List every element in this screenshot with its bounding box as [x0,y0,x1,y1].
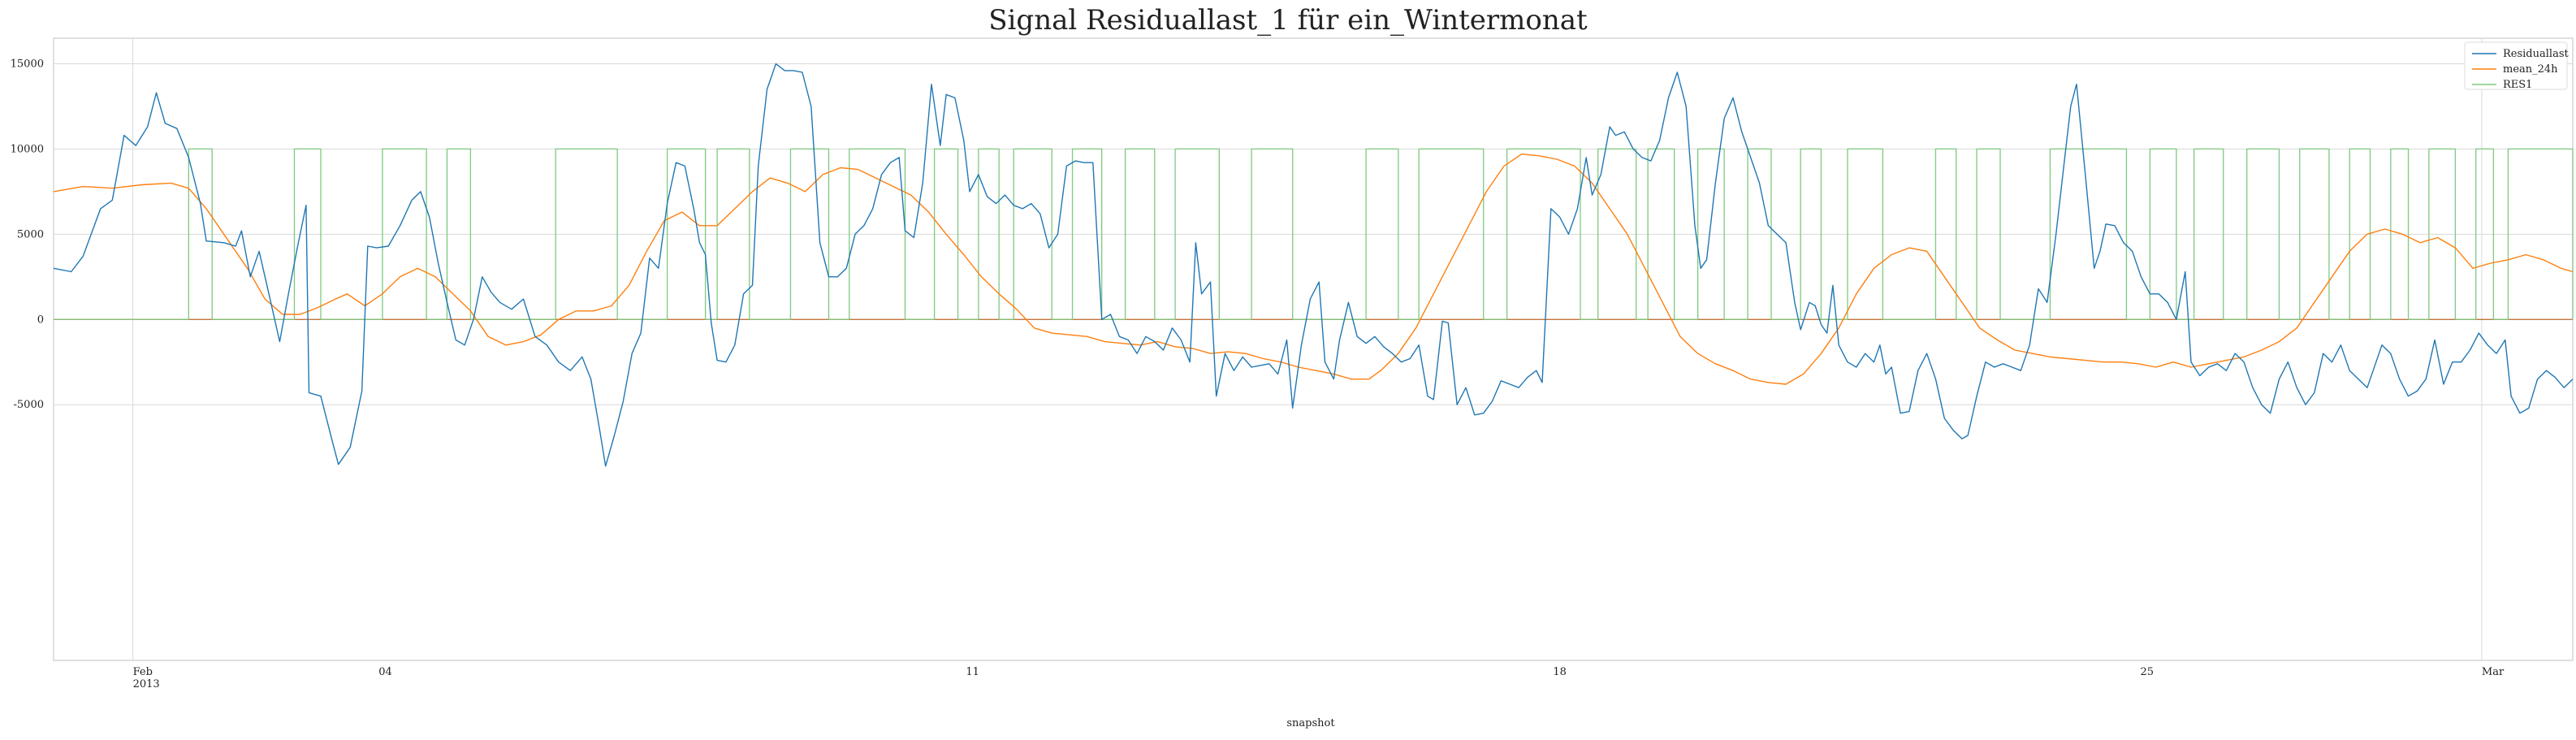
legend-label: RES1 [2503,79,2532,91]
legend-label: mean_24h [2503,63,2558,76]
x-axis-label: snapshot [1286,717,1335,729]
series-layer [53,63,2574,467]
y-tick-label: 10000 [11,143,44,155]
y-tick-label: -5000 [14,399,44,411]
x-tick-label: 25 [2140,666,2154,678]
plot-area [53,37,2574,661]
legend-label: Residuallast [2503,48,2569,60]
y-tick-label: 15000 [11,58,44,70]
legend: Residuallast mean_24h RES1 [2464,41,2569,91]
x-tick-label: 04 [378,666,392,678]
series-line-mean-24h [53,153,2574,385]
x-tick-label: Feb [133,666,153,678]
x-tick-label: Mar [2482,666,2505,678]
y-axis: -5000 0 5000 10000 15000 [11,58,44,411]
y-tick-label: 0 [37,314,44,326]
series-line-res1 [54,148,2574,320]
x-tick-label: 11 [966,666,979,678]
chart-title: Signal Residuallast_1 für ein_Wintermona… [988,4,1588,37]
plot-frame [53,37,2574,661]
y-tick-label: 5000 [17,228,44,240]
x-tick-label: 18 [1553,666,1567,678]
series-line-residuallast [53,63,2574,467]
x-tick-sublabel: 2013 [133,678,160,690]
